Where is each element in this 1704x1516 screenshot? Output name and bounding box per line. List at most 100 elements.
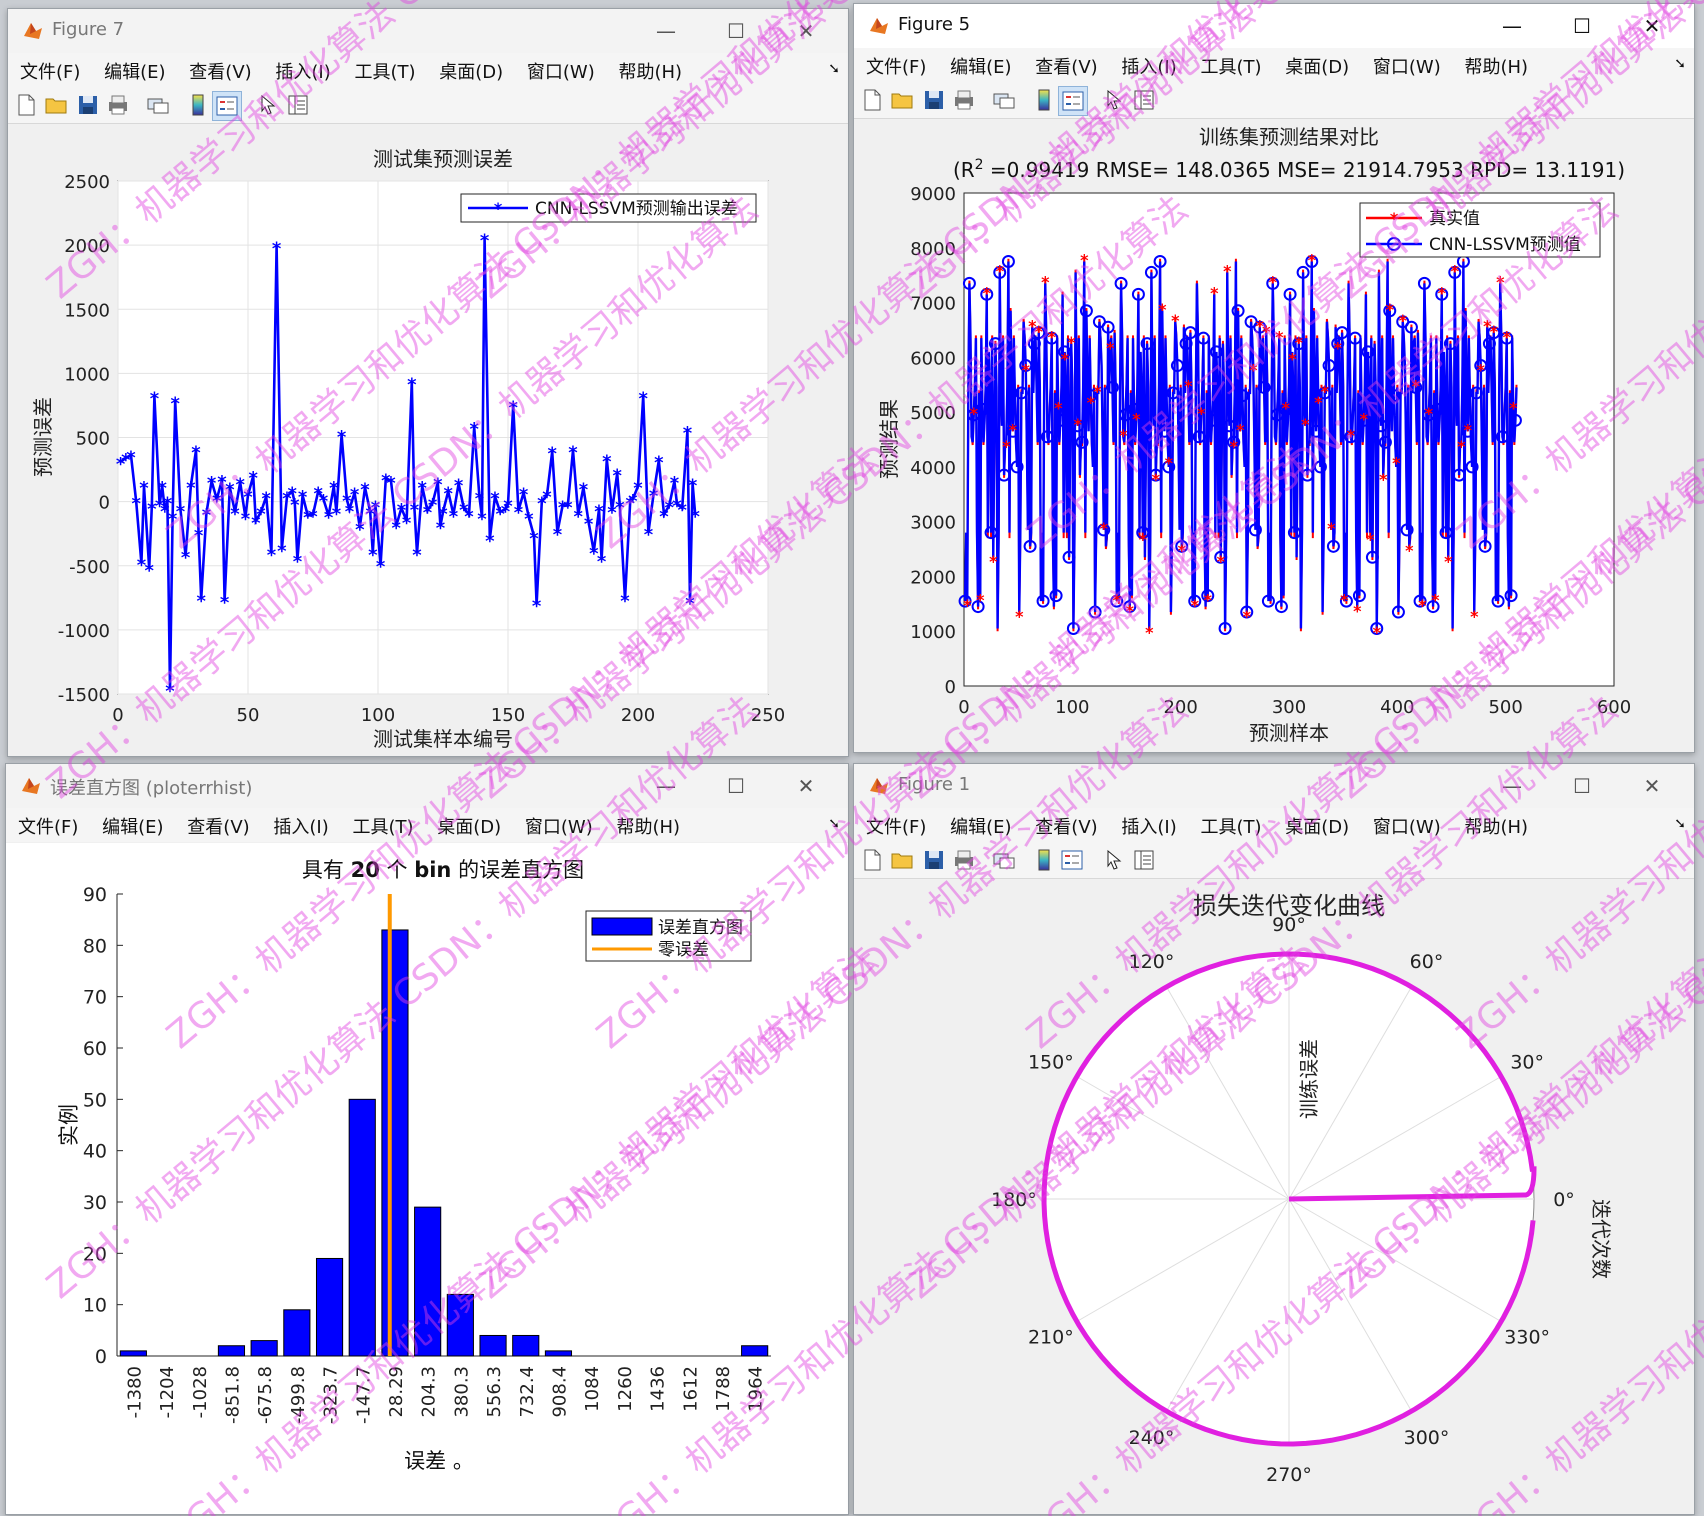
menu-tools[interactable]: 工具(T) (1200, 57, 1262, 78)
menu-tools[interactable]: 工具(T) (1200, 817, 1262, 838)
pointer-icon[interactable] (256, 93, 280, 117)
pointer-icon[interactable] (1102, 88, 1126, 112)
maximize-button[interactable]: ☐ (1573, 14, 1591, 38)
figure-7-window[interactable]: Figure 7 — ☐ ✕ 文件(F) 编辑(E) 查看(V) 插入(I) 工… (7, 8, 849, 757)
maximize-button[interactable]: ☐ (727, 19, 745, 43)
menu-window[interactable]: 窗口(W) (526, 62, 595, 83)
save-icon[interactable] (922, 88, 946, 112)
colorbar-icon[interactable] (1032, 88, 1056, 112)
error-marker: * (191, 442, 201, 463)
print-icon[interactable] (106, 93, 130, 117)
open-file-icon[interactable] (44, 93, 68, 117)
error-line-chart[interactable]: 测试集预测误差 -1500-1000-500050010001500200025… (8, 124, 846, 754)
legend-toggle[interactable] (212, 91, 242, 121)
menu-edit[interactable]: 编辑(E) (950, 57, 1012, 78)
minimize-button[interactable]: — (1502, 14, 1522, 38)
close-button[interactable]: ✕ (797, 774, 815, 798)
loss-polar-chart[interactable]: 损失迭代变化曲线 0° 30° 60° 90° 120° 150° 180° 210° 240°… (854, 879, 1692, 1513)
menu-file[interactable]: 文件(F) (20, 62, 81, 83)
menu-help[interactable]: 帮助(H) (1464, 57, 1529, 78)
property-inspector-icon[interactable] (1132, 848, 1156, 872)
menu-desktop[interactable]: 桌面(D) (439, 62, 504, 83)
menu-help[interactable]: 帮助(H) (1464, 817, 1529, 838)
pred-marker (1222, 419, 1236, 433)
menu-tools[interactable]: 工具(T) (352, 817, 414, 838)
save-icon[interactable] (922, 848, 946, 872)
title-bar[interactable]: 误差直方图 (ploterrhist) — ☐ ✕ (6, 764, 848, 808)
minimize-button[interactable]: — (656, 774, 676, 798)
link-plot-icon[interactable] (992, 88, 1016, 112)
menu-help[interactable]: 帮助(H) (618, 62, 683, 83)
close-button[interactable]: ✕ (797, 19, 815, 43)
menu-view[interactable]: 查看(V) (1035, 57, 1098, 78)
menu-insert[interactable]: 插入(I) (275, 62, 331, 83)
pred-marker (1487, 326, 1501, 340)
menu-insert[interactable]: 插入(I) (1121, 817, 1177, 838)
save-icon[interactable] (76, 93, 100, 117)
colorbar-icon[interactable] (186, 93, 210, 117)
ploterrhist-window[interactable]: 误差直方图 (ploterrhist) — ☐ ✕ 文件(F) 编辑(E) 查看… (5, 763, 849, 1515)
menu-view[interactable]: 查看(V) (1035, 817, 1098, 838)
true-marker: * (1444, 552, 1453, 571)
dock-arrow-icon[interactable]: ➘ (828, 61, 840, 77)
menu-insert[interactable]: 插入(I) (1121, 57, 1177, 78)
new-figure-icon[interactable] (860, 848, 884, 872)
true-marker: * (983, 284, 992, 303)
property-inspector-icon[interactable] (1132, 88, 1156, 112)
open-file-icon[interactable] (890, 848, 914, 872)
open-file-icon[interactable] (890, 88, 914, 112)
menu-file[interactable]: 文件(F) (866, 817, 927, 838)
minimize-button[interactable]: — (656, 19, 676, 43)
maximize-button[interactable]: ☐ (1573, 774, 1591, 798)
close-button[interactable]: ✕ (1643, 774, 1661, 798)
new-figure-icon[interactable] (860, 88, 884, 112)
minimize-button[interactable]: — (1502, 774, 1522, 798)
dock-arrow-icon[interactable]: ➘ (828, 816, 840, 832)
dock-arrow-icon[interactable]: ➘ (1674, 816, 1686, 832)
menu-edit[interactable]: 编辑(E) (104, 62, 166, 83)
dock-arrow-icon[interactable]: ➘ (1674, 56, 1686, 72)
menu-window[interactable]: 窗口(W) (1372, 817, 1441, 838)
title-bar[interactable]: Figure 5 — ☐ ✕ (854, 4, 1694, 48)
menu-view[interactable]: 查看(V) (187, 817, 250, 838)
histogram-bars (119, 929, 769, 1357)
print-icon[interactable] (952, 88, 976, 112)
polar-spoke (1166, 1198, 1290, 1412)
menu-desktop[interactable]: 桌面(D) (437, 817, 502, 838)
menu-file[interactable]: 文件(F) (18, 817, 79, 838)
error-histogram-chart[interactable]: 具有 20 个 bin 的误差直方图 0 10 20 30 40 50 60 70 80 90 -… (6, 843, 848, 1513)
menu-file[interactable]: 文件(F) (866, 57, 927, 78)
legend-toggle[interactable] (1058, 86, 1088, 116)
figure-1-window[interactable]: Figure 1 — ☐ ✕ 文件(F) 编辑(E) 查看(V) 插入(I) 工… (853, 763, 1695, 1515)
link-plot-icon[interactable] (146, 93, 170, 117)
legend[interactable]: 误差直方图 零误差 (585, 910, 752, 962)
legend[interactable]: * 真实值 CNN-LSSVM预测值 (1359, 202, 1601, 258)
title-bar[interactable]: Figure 7 — ☐ ✕ (8, 9, 848, 53)
menu-desktop[interactable]: 桌面(D) (1285, 817, 1350, 838)
new-figure-icon[interactable] (14, 93, 38, 117)
menu-window[interactable]: 窗口(W) (524, 817, 593, 838)
pointer-icon[interactable] (1102, 848, 1126, 872)
menu-tools[interactable]: 工具(T) (354, 62, 416, 83)
menu-edit[interactable]: 编辑(E) (102, 817, 164, 838)
x-tick-label: 1436 (648, 1366, 669, 1412)
menu-window[interactable]: 窗口(W) (1372, 57, 1441, 78)
menu-edit[interactable]: 编辑(E) (950, 817, 1012, 838)
legend-icon[interactable] (1060, 848, 1084, 872)
menu-help[interactable]: 帮助(H) (616, 817, 681, 838)
true-marker: * (1379, 470, 1388, 489)
figure-5-window[interactable]: Figure 5 — ☐ ✕ 文件(F) 编辑(E) 查看(V) 插入(I) 工… (853, 3, 1695, 753)
title-bar[interactable]: Figure 1 — ☐ ✕ (854, 764, 1694, 808)
menu-view[interactable]: 查看(V) (189, 62, 252, 83)
menu-insert[interactable]: 插入(I) (273, 817, 329, 838)
link-plot-icon[interactable] (992, 848, 1016, 872)
menu-desktop[interactable]: 桌面(D) (1285, 57, 1350, 78)
close-button[interactable]: ✕ (1643, 14, 1661, 38)
train-compare-chart[interactable]: 训练集预测结果对比 (R2 =0.99419 RMSE= 148.0365 MS… (854, 119, 1692, 749)
colorbar-icon[interactable] (1032, 848, 1056, 872)
print-icon[interactable] (952, 848, 976, 872)
pred-marker (1274, 600, 1288, 614)
maximize-button[interactable]: ☐ (727, 774, 745, 798)
property-inspector-icon[interactable] (286, 93, 310, 117)
legend[interactable]: * CNN-LSSVM预测输出误差 (460, 193, 757, 223)
